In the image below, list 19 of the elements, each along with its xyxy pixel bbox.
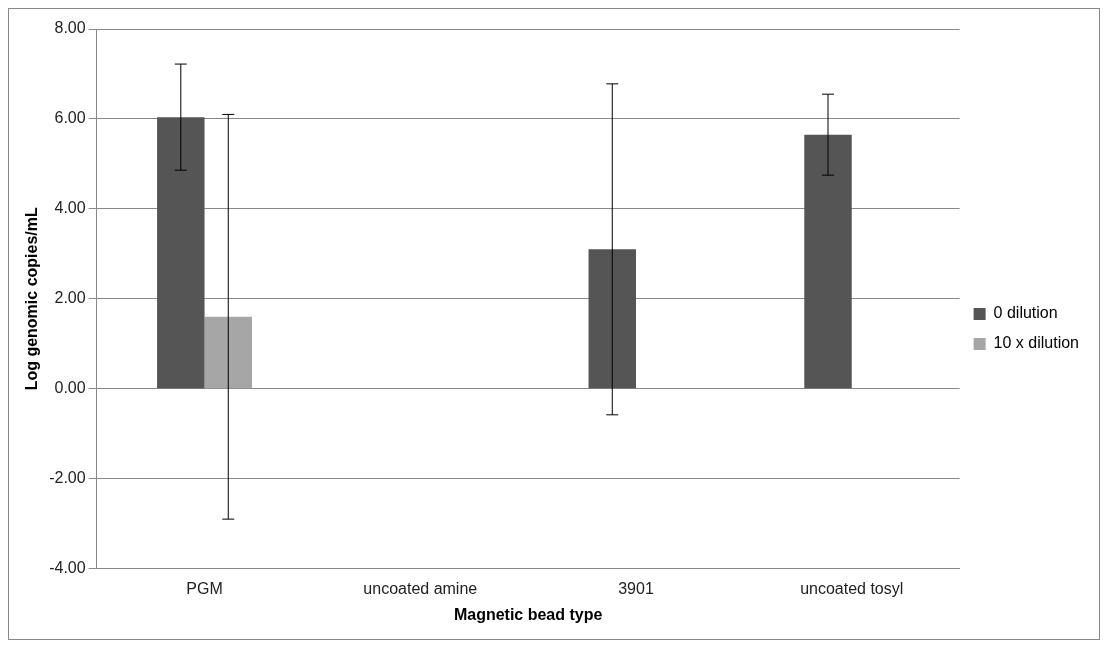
y-tick-label: 8.00 [54, 19, 86, 37]
x-tick-label: uncoated tosyl [800, 579, 904, 597]
bar [804, 134, 852, 389]
y-tick-label: 4.00 [54, 199, 86, 217]
y-axis-title: Log genomic copies/mL [23, 207, 41, 391]
y-tick-label: 2.00 [54, 289, 86, 307]
x-axis-title: Magnetic bead type [453, 605, 603, 623]
bar [157, 117, 205, 389]
y-tick-label: -2.00 [49, 469, 86, 487]
y-tick-label: -4.00 [49, 559, 86, 577]
y-tick-label: 6.00 [54, 109, 86, 127]
y-tick-label: 0.00 [54, 379, 86, 397]
bar [204, 316, 252, 389]
x-tick-label: uncoated amine [363, 579, 478, 597]
legend-label: 0 dilution [993, 304, 1058, 322]
bar [588, 249, 637, 389]
x-tick-label: 3901 [618, 579, 654, 597]
legend-label: 10 x dilution [993, 334, 1079, 352]
x-tick-label: PGM [186, 579, 223, 597]
